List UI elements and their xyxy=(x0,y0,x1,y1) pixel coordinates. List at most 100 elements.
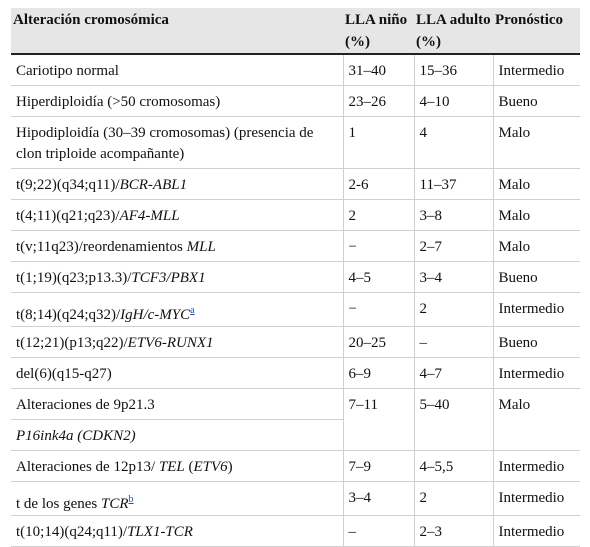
cell-prognosis: Malo xyxy=(492,168,580,200)
cell-child: 31–40 xyxy=(342,54,414,86)
cell-alteration: Hiperdiploidía (>50 cromosomas) xyxy=(11,85,343,117)
cell-alteration-sub: P16ink4a (CDKN2) xyxy=(11,419,343,451)
cell-alteration: del(6)(q15-q27) xyxy=(11,357,343,389)
cell-adult: 2–7 xyxy=(413,230,493,262)
cell-prognosis: Intermedio xyxy=(492,481,580,516)
alteration-text: Alteraciones de 12p13/ xyxy=(16,458,159,475)
table-row: t de los genes TCRb 3–4 2 Intermedio xyxy=(11,481,580,516)
cell-adult: 3–8 xyxy=(413,199,493,231)
gene-name: TCF3/PBX1 xyxy=(131,269,206,286)
table-row: del(6)(q15-q27) 6–9 4–7 Intermedio xyxy=(11,357,580,389)
cell-alteration: Alteraciones de 9p21.3 xyxy=(11,388,343,420)
gene-name: TEL xyxy=(158,458,185,475)
table-row: t(v;11q23)/reordenamientos MLL − 2–7 Mal… xyxy=(11,230,580,262)
alteration-text: t(9;22)(q34;q11)/ xyxy=(16,176,120,193)
gene-name: BCR-ABL1 xyxy=(119,176,188,193)
alteration-text: ) xyxy=(227,458,233,475)
header-child: LLA niño (%) xyxy=(343,8,414,55)
cell-alteration: t(12;21)(p13;q22)/ETV6-RUNX1 xyxy=(11,326,343,358)
cell-prognosis: Intermedio xyxy=(492,450,580,482)
gene-name: TLX1-TCR xyxy=(127,523,193,540)
cell-adult: 4 xyxy=(413,116,493,169)
cell-adult: 2 xyxy=(413,292,493,327)
gene-name: AF4-MLL xyxy=(119,207,180,224)
cell-adult: 2 xyxy=(413,481,493,516)
cell-child: − xyxy=(342,292,414,327)
alteration-text: t(v;11q23)/reordenamientos xyxy=(16,238,187,255)
alteration-text: t(12;21)(p13;q22)/ xyxy=(16,334,128,351)
cell-prognosis: Intermedio xyxy=(492,292,580,327)
cell-alteration: t(v;11q23)/reordenamientos MLL xyxy=(11,230,343,262)
footnote-link-a[interactable]: a xyxy=(190,304,195,316)
alteration-text: t de los genes xyxy=(16,495,101,512)
gene-name: ETV6-RUNX1 xyxy=(127,334,214,351)
cell-child: 7–11 xyxy=(342,388,414,451)
gene-name: IgH/c-MYC xyxy=(120,306,191,323)
cell-alteration: t(9;22)(q34;q11)/BCR-ABL1 xyxy=(11,168,343,200)
cell-prognosis: Bueno xyxy=(492,85,580,117)
header-alteration: Alteración cromosómica xyxy=(11,8,343,55)
cell-alteration: t(1;19)(q23;p13.3)/TCF3/PBX1 xyxy=(11,261,343,293)
cell-prognosis: Malo xyxy=(492,230,580,262)
cell-adult: 2–3 xyxy=(413,515,493,547)
cell-adult: 4–5,5 xyxy=(413,450,493,482)
header-prognosis: Pronóstico xyxy=(493,8,580,55)
cell-prognosis: Malo xyxy=(492,199,580,231)
header-adult: LLA adulto (%) xyxy=(414,8,493,55)
cell-adult: 3–4 xyxy=(413,261,493,293)
alteration-text: t(10;14)(q24;q11)/ xyxy=(16,523,128,540)
cell-alteration: Hipodiploidía (30–39 cromosomas) (presen… xyxy=(11,116,343,169)
cell-prognosis: Intermedio xyxy=(492,357,580,389)
cell-adult: – xyxy=(413,326,493,358)
table-row: t(4;11)(q21;q23)/AF4-MLL 2 3–8 Malo xyxy=(11,199,580,231)
alteration-text: t(1;19)(q23;p13.3)/ xyxy=(16,269,132,286)
cell-prognosis: Bueno xyxy=(492,326,580,358)
cell-alteration: t de los genes TCRb xyxy=(11,481,343,516)
table-header: Alteración cromosómica LLA niño (%) LLA … xyxy=(11,8,580,55)
cell-child: 2 xyxy=(342,199,414,231)
cell-child: − xyxy=(342,230,414,262)
cell-alteration: t(8;14)(q24;q32)/IgH/c-MYCa xyxy=(11,292,343,327)
gene-name: MLL xyxy=(186,238,216,255)
cell-alteration: t(10;14)(q24;q11)/TLX1-TCR xyxy=(11,515,343,547)
cell-child: 1 xyxy=(342,116,414,169)
footnote-link-b[interactable]: b xyxy=(128,493,134,505)
cell-prognosis: Malo xyxy=(492,116,580,169)
cell-adult: 5–40 xyxy=(413,388,493,451)
cell-adult: 4–10 xyxy=(413,85,493,117)
table-row: Alteraciones de 9p21.3 7–11 5–40 Malo xyxy=(11,388,580,451)
cell-adult: 4–7 xyxy=(413,357,493,389)
table-row: Hiperdiploidía (>50 cromosomas) 23–26 4–… xyxy=(11,85,580,117)
table-row: Cariotipo normal 31–40 15–36 Intermedio xyxy=(11,54,580,86)
table-row: t(10;14)(q24;q11)/TLX1-TCR – 2–3 Interme… xyxy=(11,515,580,547)
cell-alteration: Cariotipo normal xyxy=(11,54,343,86)
cell-child: 6–9 xyxy=(342,357,414,389)
alteration-text: t(4;11)(q21;q23)/ xyxy=(16,207,120,224)
gene-name: TCR xyxy=(100,495,129,512)
cell-child: 3–4 xyxy=(342,481,414,516)
table-row: Alteraciones de 12p13/ TEL (ETV6) 7–9 4–… xyxy=(11,450,580,482)
cell-adult: 11–37 xyxy=(413,168,493,200)
table-row: t(12;21)(p13;q22)/ETV6-RUNX1 20–25 – Bue… xyxy=(11,326,580,358)
table-row: P16ink4a (CDKN2) xyxy=(11,419,580,451)
alteration-text: t(8;14)(q24;q32)/ xyxy=(16,306,121,323)
cell-prognosis: Malo xyxy=(492,388,580,451)
chromosomal-alterations-table: Alteración cromosómica LLA niño (%) LLA … xyxy=(11,8,580,547)
cell-alteration: t(4;11)(q21;q23)/AF4-MLL xyxy=(11,199,343,231)
table-row: t(1;19)(q23;p13.3)/TCF3/PBX1 4–5 3–4 Bue… xyxy=(11,261,580,293)
cell-prognosis: Intermedio xyxy=(492,515,580,547)
cell-child: 20–25 xyxy=(342,326,414,358)
cell-child: 7–9 xyxy=(342,450,414,482)
cell-adult: 15–36 xyxy=(413,54,493,86)
cell-child: 23–26 xyxy=(342,85,414,117)
cell-prognosis: Intermedio xyxy=(492,54,580,86)
cell-child: – xyxy=(342,515,414,547)
table-row: Hipodiploidía (30–39 cromosomas) (presen… xyxy=(11,116,580,169)
gene-name: ETV6 xyxy=(193,458,228,475)
alteration-text: ( xyxy=(184,458,194,475)
cell-alteration: Alteraciones de 12p13/ TEL (ETV6) xyxy=(11,450,343,482)
table-row: t(9;22)(q34;q11)/BCR-ABL1 2-6 11–37 Malo xyxy=(11,168,580,200)
cell-prognosis: Bueno xyxy=(492,261,580,293)
cell-child: 2-6 xyxy=(342,168,414,200)
table-row: t(8;14)(q24;q32)/IgH/c-MYCa − 2 Intermed… xyxy=(11,292,580,327)
